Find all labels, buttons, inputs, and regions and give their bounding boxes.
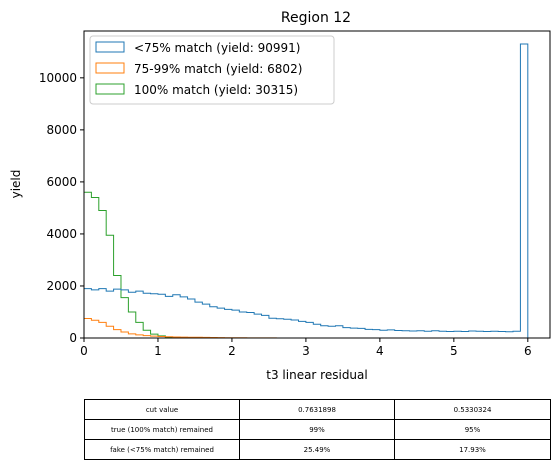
table-cell: 95% (394, 419, 551, 440)
table-cell: 25.49% (239, 439, 395, 460)
table-cell: 0.7631898 (239, 399, 395, 420)
row-header-cell: true (100% match) remained (84, 419, 240, 440)
x-axis: 0 1 2 3 4 5 6 (80, 338, 532, 358)
y-tick-label: 0 (69, 331, 77, 345)
x-tick-label: 4 (376, 344, 384, 358)
row-header-cell: fake (<75% match) remained (84, 439, 240, 460)
x-tick-label: 1 (154, 344, 162, 358)
table-row: cut value 0.7631898 0.5330324 (84, 399, 551, 420)
y-tick-label: 8000 (46, 123, 77, 137)
plot-frame (83, 30, 551, 339)
y-tick-label: 4000 (46, 227, 77, 241)
histogram-series-0 (83, 43, 529, 338)
table-cell: 0.5330324 (394, 399, 551, 420)
table-row: fake (<75% match) remained 25.49% 17.93% (84, 439, 551, 460)
table-cell: 17.93% (394, 439, 551, 460)
legend-label-0: <75% match (yield: 90991) (134, 41, 300, 55)
legend-frame (89, 35, 335, 105)
row-header-cell: cut value (84, 399, 240, 420)
legend-swatch-0 (95, 41, 125, 53)
x-tick-label: 0 (80, 344, 88, 358)
cut-summary-table: cut value 0.7631898 0.5330324 true (100% ma… (84, 399, 551, 460)
y-axis-label: yield (9, 170, 23, 199)
y-axis: 0 2000 4000 6000 8000 10000 (39, 71, 84, 345)
table-cell: 99% (239, 419, 395, 440)
x-tick-label: 6 (524, 344, 532, 358)
y-tick-label: 6000 (46, 175, 77, 189)
x-tick-label: 2 (228, 344, 236, 358)
x-tick-label: 3 (302, 344, 310, 358)
y-tick-label: 10000 (39, 71, 77, 85)
y-tick-label: 2000 (46, 279, 77, 293)
x-tick-label: 5 (450, 344, 458, 358)
histogram-series-2 (83, 191, 528, 339)
chart-title: Region 12 (281, 10, 351, 26)
legend-label-1: 75-99% match (yield: 6802) (134, 62, 302, 76)
x-axis-label: t3 linear residual (266, 368, 367, 382)
table-row: true (100% match) remained 99% 95% (84, 419, 551, 440)
legend-swatch-1 (95, 62, 125, 74)
legend-label-2: 100% match (yield: 30315) (134, 83, 298, 97)
legend: <75% match (yield: 90991) 75-99% match (y… (89, 35, 335, 105)
legend-swatch-2 (95, 83, 125, 95)
histogram-figure: Region 12 0 1 2 3 4 5 6 0 2000 4000 6000 8000 10000… (9, 10, 551, 382)
